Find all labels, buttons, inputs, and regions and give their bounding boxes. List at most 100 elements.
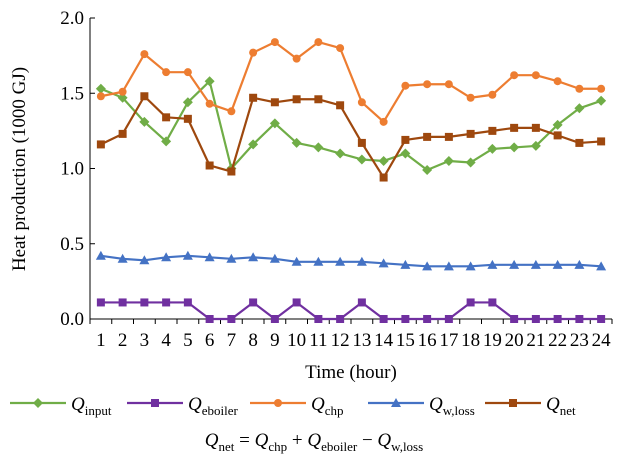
legend-swatch-marker (274, 399, 282, 407)
x-tick-label: 5 (183, 330, 193, 351)
data-point (488, 126, 497, 135)
y-tick-label: 1.5 (60, 83, 84, 104)
data-point (357, 98, 366, 107)
formula-t2-main: Q (307, 430, 321, 451)
data-point (531, 123, 540, 132)
legend: Qinput Qeboiler Qchp Qw,loss Qnet (10, 394, 576, 418)
data-point (422, 165, 433, 176)
legend-item: Qnet (485, 394, 576, 418)
data-point (423, 315, 432, 323)
x-tick-label: 24 (592, 330, 612, 351)
formula-eq: = (234, 430, 254, 451)
x-tick-label: 9 (270, 330, 280, 351)
x-tick-label: 2 (118, 330, 128, 351)
legend-item: Qinput (10, 394, 112, 418)
axes (89, 17, 613, 324)
data-point (118, 298, 127, 307)
data-point (531, 315, 540, 323)
x-tick-label: 6 (205, 330, 215, 351)
data-point (379, 117, 388, 126)
data-point (466, 298, 475, 307)
data-point (553, 77, 562, 86)
data-point (553, 131, 562, 140)
series-line (100, 254, 602, 268)
legend-label-main: Q (546, 394, 560, 415)
data-point (140, 50, 149, 59)
data-point (292, 298, 301, 307)
legend-swatch-marker (33, 398, 43, 408)
data-point (183, 114, 192, 123)
data-point (575, 315, 584, 323)
data-point (466, 93, 475, 102)
data-point (379, 173, 388, 182)
legend-label: Qinput (71, 394, 112, 418)
x-tick-label: 8 (248, 330, 258, 351)
data-point (248, 252, 259, 262)
data-point (162, 298, 171, 307)
data-point (553, 315, 562, 323)
formula-t3-sub: w,loss (391, 439, 423, 454)
data-point (423, 80, 432, 89)
data-point (552, 119, 563, 130)
series-w-loss (95, 250, 607, 271)
x-tick-label: 23 (570, 330, 589, 351)
data-point (249, 48, 258, 57)
data-point (509, 259, 520, 269)
legend-swatch-marker (151, 399, 159, 407)
data-point (444, 132, 453, 141)
legend-label-sub: eboiler (202, 403, 239, 418)
y-tick-label: 0.0 (60, 309, 84, 330)
data-point (422, 261, 433, 271)
data-point (597, 84, 606, 93)
legend-label: Qnet (546, 394, 576, 418)
data-point (161, 252, 172, 262)
data-point (291, 137, 302, 148)
data-point (270, 315, 279, 323)
legend-label-main: Q (429, 394, 443, 415)
x-tick-label: 1 (96, 330, 106, 351)
x-tick-label: 14 (374, 330, 394, 351)
legend-label: Qw,loss (429, 394, 475, 418)
x-tick-label: 15 (396, 330, 415, 351)
data-point (356, 256, 367, 266)
formula-t1-main: Q (255, 430, 269, 451)
x-tick-label: 20 (505, 330, 524, 351)
data-point (597, 137, 606, 146)
data-point (378, 155, 389, 166)
series-eboiler (96, 298, 606, 323)
data-point (314, 315, 323, 323)
y-axis-label: Heat production (1000 GJ) (9, 67, 30, 271)
data-point (140, 298, 149, 307)
legend-label: Qeboiler (188, 394, 238, 418)
data-point (118, 129, 127, 138)
x-tick-label: 17 (439, 330, 458, 351)
formula-t1-sub: chp (268, 439, 287, 454)
x-tick-label: 16 (418, 330, 437, 351)
series-line (100, 40, 602, 123)
x-tick-label: 22 (548, 330, 567, 351)
x-tick-label: 11 (309, 330, 327, 351)
data-point (574, 259, 585, 269)
x-tick-label: 21 (526, 330, 545, 351)
data-point (227, 315, 236, 323)
data-point (183, 68, 192, 77)
data-point (248, 139, 259, 150)
data-point (336, 101, 345, 110)
x-axis-label: Time (hour) (305, 362, 397, 383)
data-point (204, 76, 215, 87)
x-tick-label: 13 (352, 330, 371, 351)
data-point (96, 92, 105, 101)
series-net (96, 92, 606, 182)
data-point (575, 138, 584, 147)
data-point (401, 135, 410, 144)
data-point (552, 259, 563, 269)
formula-lhs-sub: net (219, 439, 235, 454)
data-point (117, 253, 128, 263)
data-point (335, 148, 346, 159)
data-point (356, 154, 367, 165)
data-point (270, 38, 279, 47)
data-point (530, 140, 541, 151)
data-point (227, 107, 236, 116)
data-point (596, 261, 607, 271)
